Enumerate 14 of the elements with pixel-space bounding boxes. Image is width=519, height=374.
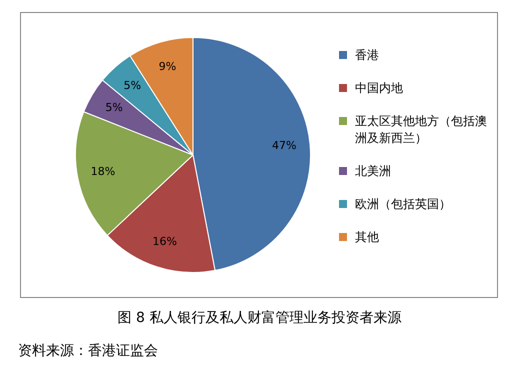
data-label: 47% — [272, 139, 296, 152]
legend-label: 北美洲 — [355, 164, 391, 178]
legend-label: 欧洲（包括英国） — [355, 197, 451, 211]
data-label: 5% — [105, 101, 123, 114]
text: 资料来源：香港证监会 — [18, 342, 158, 360]
legend-label: 亚太区其他地方（包括澳洲及新西兰） — [355, 114, 487, 145]
legend-label: 中国内地 — [355, 81, 403, 95]
data-label: 5% — [124, 79, 142, 92]
data-label: 18% — [90, 165, 116, 178]
legend-label: 其他 — [355, 230, 379, 244]
data-label: 16% — [152, 235, 177, 248]
legend-label: 香港 — [355, 48, 379, 62]
data-label: 9% — [158, 60, 176, 73]
text: 图 8 私人银行及私人财富管理业务投资者来源 — [116, 309, 402, 327]
